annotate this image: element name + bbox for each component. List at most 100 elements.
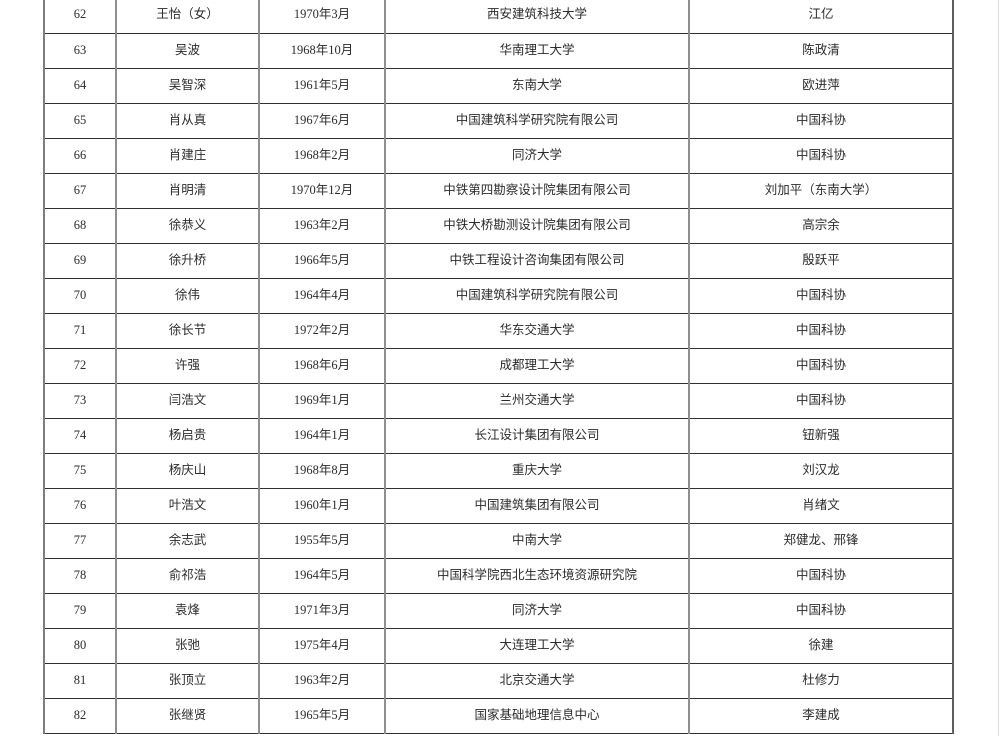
cell-nominator: 中国科协 <box>688 557 954 594</box>
cell-nominator: 李建成 <box>688 697 954 734</box>
cell-name: 徐伟 <box>115 277 260 314</box>
cell-nominator: 殷跃平 <box>688 242 954 279</box>
cell-serial-number: 63 <box>43 32 117 69</box>
cell-birth-date: 1966年5月 <box>258 242 386 279</box>
cell-nominator: 刘加平（东南大学） <box>688 172 954 209</box>
cell-serial-number: 73 <box>43 382 117 419</box>
cell-serial-number: 70 <box>43 277 117 314</box>
cell-organization: 大连理工大学 <box>384 627 690 664</box>
cell-organization: 东南大学 <box>384 67 690 104</box>
cell-name: 徐恭义 <box>115 207 260 244</box>
page-edge-divider <box>998 0 999 736</box>
cell-serial-number: 81 <box>43 662 117 699</box>
cell-serial-number: 71 <box>43 312 117 349</box>
cell-serial-number: 72 <box>43 347 117 384</box>
table-row: 63 吴波 1968年10月 华南理工大学 陈政清 <box>43 32 954 69</box>
cell-organization: 北京交通大学 <box>384 662 690 699</box>
table-row: 76 叶浩文 1960年1月 中国建筑集团有限公司 肖绪文 <box>43 487 954 524</box>
cell-serial-number: 76 <box>43 487 117 524</box>
cell-birth-date: 1963年2月 <box>258 662 386 699</box>
cell-birth-date: 1968年6月 <box>258 347 386 384</box>
table-row: 66 肖建庄 1968年2月 同济大学 中国科协 <box>43 137 954 174</box>
cell-organization: 中南大学 <box>384 522 690 559</box>
cell-birth-date: 1972年2月 <box>258 312 386 349</box>
cell-serial-number: 78 <box>43 557 117 594</box>
cell-birth-date: 1971年3月 <box>258 592 386 629</box>
cell-serial-number: 64 <box>43 67 117 104</box>
table-row: 75 杨庆山 1968年8月 重庆大学 刘汉龙 <box>43 452 954 489</box>
cell-name: 闫浩文 <box>115 382 260 419</box>
cell-birth-date: 1968年10月 <box>258 32 386 69</box>
cell-birth-date: 1975年4月 <box>258 627 386 664</box>
cell-organization: 中国建筑科学研究院有限公司 <box>384 102 690 139</box>
cell-name: 王怡（女） <box>115 0 260 34</box>
table-row: 78 俞祁浩 1964年5月 中国科学院西北生态环境资源研究院 中国科协 <box>43 557 954 594</box>
cell-name: 余志武 <box>115 522 260 559</box>
cell-nominator: 中国科协 <box>688 277 954 314</box>
table-row: 79 袁烽 1971年3月 同济大学 中国科协 <box>43 592 954 629</box>
cell-birth-date: 1970年3月 <box>258 0 386 34</box>
cell-serial-number: 67 <box>43 172 117 209</box>
cell-organization: 同济大学 <box>384 592 690 629</box>
cell-nominator: 郑健龙、邢锋 <box>688 522 954 559</box>
cell-organization: 中铁工程设计咨询集团有限公司 <box>384 242 690 279</box>
cell-serial-number: 80 <box>43 627 117 664</box>
nominee-table: 62 王怡（女） 1970年3月 西安建筑科技大学 江亿 63 吴波 1968年… <box>43 0 954 734</box>
cell-name: 杨庆山 <box>115 452 260 489</box>
cell-birth-date: 1970年12月 <box>258 172 386 209</box>
cell-serial-number: 65 <box>43 102 117 139</box>
cell-serial-number: 66 <box>43 137 117 174</box>
cell-nominator: 徐建 <box>688 627 954 664</box>
table-row: 64 吴智深 1961年5月 东南大学 欧进萍 <box>43 67 954 104</box>
cell-birth-date: 1964年4月 <box>258 277 386 314</box>
cell-nominator: 陈政清 <box>688 32 954 69</box>
cell-organization: 国家基础地理信息中心 <box>384 697 690 734</box>
cell-nominator: 中国科协 <box>688 137 954 174</box>
cell-nominator: 中国科协 <box>688 382 954 419</box>
cell-nominator: 刘汉龙 <box>688 452 954 489</box>
cell-serial-number: 75 <box>43 452 117 489</box>
table-row: 74 杨启贵 1964年1月 长江设计集团有限公司 钮新强 <box>43 417 954 454</box>
cell-nominator: 中国科协 <box>688 592 954 629</box>
cell-name: 肖从真 <box>115 102 260 139</box>
cell-organization: 中国建筑科学研究院有限公司 <box>384 277 690 314</box>
cell-organization: 华南理工大学 <box>384 32 690 69</box>
table-row: 67 肖明清 1970年12月 中铁第四勘察设计院集团有限公司 刘加平（东南大学… <box>43 172 954 209</box>
cell-nominator: 欧进萍 <box>688 67 954 104</box>
cell-birth-date: 1961年5月 <box>258 67 386 104</box>
cell-organization: 成都理工大学 <box>384 347 690 384</box>
cell-birth-date: 1960年1月 <box>258 487 386 524</box>
cell-nominator: 中国科协 <box>688 102 954 139</box>
table-row: 69 徐升桥 1966年5月 中铁工程设计咨询集团有限公司 殷跃平 <box>43 242 954 279</box>
cell-nominator: 高宗余 <box>688 207 954 244</box>
cell-name: 张弛 <box>115 627 260 664</box>
cell-birth-date: 1955年5月 <box>258 522 386 559</box>
cell-nominator: 钮新强 <box>688 417 954 454</box>
table-row: 65 肖从真 1967年6月 中国建筑科学研究院有限公司 中国科协 <box>43 102 954 139</box>
cell-name: 吴波 <box>115 32 260 69</box>
cell-organization: 长江设计集团有限公司 <box>384 417 690 454</box>
table-row: 73 闫浩文 1969年1月 兰州交通大学 中国科协 <box>43 382 954 419</box>
cell-organization: 中铁第四勘察设计院集团有限公司 <box>384 172 690 209</box>
cell-serial-number: 77 <box>43 522 117 559</box>
cell-name: 徐升桥 <box>115 242 260 279</box>
cell-birth-date: 1965年5月 <box>258 697 386 734</box>
cell-nominator: 江亿 <box>688 0 954 34</box>
cell-nominator: 中国科协 <box>688 312 954 349</box>
cell-name: 肖建庄 <box>115 137 260 174</box>
cell-name: 肖明清 <box>115 172 260 209</box>
cell-nominator: 中国科协 <box>688 347 954 384</box>
cell-nominator: 肖绪文 <box>688 487 954 524</box>
cell-serial-number: 68 <box>43 207 117 244</box>
cell-birth-date: 1968年2月 <box>258 137 386 174</box>
nominee-table-body: 62 王怡（女） 1970年3月 西安建筑科技大学 江亿 63 吴波 1968年… <box>43 0 954 734</box>
table-row: 82 张继贤 1965年5月 国家基础地理信息中心 李建成 <box>43 697 954 734</box>
cell-organization: 西安建筑科技大学 <box>384 0 690 34</box>
cell-name: 吴智深 <box>115 67 260 104</box>
cell-birth-date: 1968年8月 <box>258 452 386 489</box>
cell-serial-number: 79 <box>43 592 117 629</box>
cell-serial-number: 82 <box>43 697 117 734</box>
cell-organization: 华东交通大学 <box>384 312 690 349</box>
cell-name: 徐长节 <box>115 312 260 349</box>
cell-birth-date: 1969年1月 <box>258 382 386 419</box>
